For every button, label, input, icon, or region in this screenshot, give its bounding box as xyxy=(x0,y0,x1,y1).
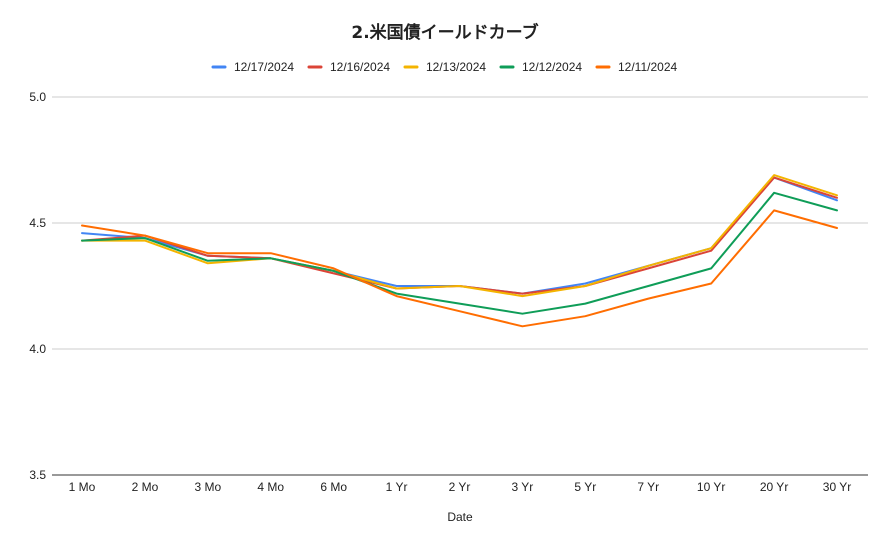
y-axis-ticks: 3.5 4.0 4.5 5.0 xyxy=(29,90,46,482)
x-tick-label: 10 Yr xyxy=(697,480,725,494)
x-tick-label: 3 Yr xyxy=(512,480,534,494)
x-axis-ticks: 1 Mo 2 Mo 3 Mo 4 Mo 6 Mo 1 Yr 2 Yr 3 Yr 5 Yr 7 Yr… xyxy=(69,480,852,494)
legend-label: 12/17/2024 xyxy=(234,60,294,74)
x-tick-label: 20 Yr xyxy=(760,480,788,494)
legend-label: 12/12/2024 xyxy=(522,60,582,74)
legend-item: 12/16/2024 xyxy=(307,60,390,74)
y-tick-label: 4.0 xyxy=(29,342,46,356)
y-tick-label: 5.0 xyxy=(29,90,46,104)
legend-item: 12/13/2024 xyxy=(403,60,486,74)
x-tick-label: 6 Mo xyxy=(320,480,347,494)
legend: 12/17/2024 12/16/2024 12/13/2024 12/12/2024… xyxy=(211,60,677,74)
series-line-12-11-2024 xyxy=(81,209,838,328)
y-tick-label: 3.5 xyxy=(29,468,46,482)
legend-label: 12/16/2024 xyxy=(330,60,390,74)
chart-title: 2.米国債イールドカーブ xyxy=(351,22,538,43)
x-tick-label: 7 Yr xyxy=(637,480,659,494)
series-line-12-12-2024 xyxy=(81,191,838,315)
y-tick-label: 4.5 xyxy=(29,216,46,230)
legend-label: 12/13/2024 xyxy=(426,60,486,74)
x-tick-label: 5 Yr xyxy=(574,480,596,494)
x-tick-label: 1 Yr xyxy=(386,480,408,494)
x-tick-label: 30 Yr xyxy=(823,480,851,494)
x-axis-title: Date xyxy=(447,510,473,524)
x-tick-label: 4 Mo xyxy=(257,480,284,494)
legend-item: 12/12/2024 xyxy=(499,60,582,74)
legend-item: 12/11/2024 xyxy=(595,60,677,74)
series-line-12-13-2024 xyxy=(81,174,838,298)
x-tick-label: 2 Mo xyxy=(132,480,159,494)
x-tick-label: 2 Yr xyxy=(449,480,471,494)
legend-label: 12/11/2024 xyxy=(618,60,677,74)
series-lines xyxy=(81,174,838,328)
series-line-12-16-2024 xyxy=(81,176,838,295)
x-tick-label: 3 Mo xyxy=(194,480,221,494)
x-tick-label: 1 Mo xyxy=(69,480,96,494)
legend-item: 12/17/2024 xyxy=(211,60,294,74)
